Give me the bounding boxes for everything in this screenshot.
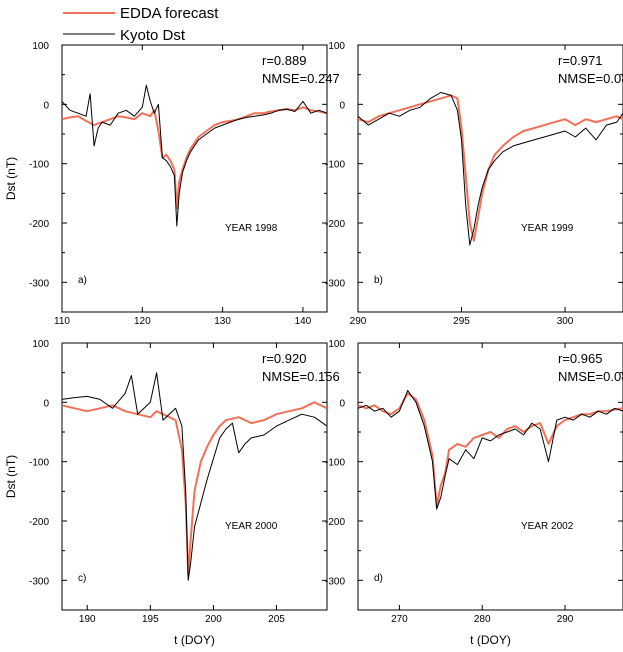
x-tick-label: 280 <box>474 614 491 625</box>
y-tick-label: -300 <box>29 278 49 289</box>
plot-frame <box>357 342 623 611</box>
y-tick-label: 100 <box>328 41 345 52</box>
year-label: YEAR 2002 <box>521 521 574 532</box>
series-line-kyoto <box>358 390 623 510</box>
y-tick-label: 0 <box>339 100 345 111</box>
panel-2: 100 0 -100 -200 -300 290 295 300 r=0.971 NMSE=0.0… <box>325 41 623 327</box>
plot-frame <box>357 44 623 313</box>
r-value-label: r=0.971 <box>558 53 602 68</box>
panel-1: 100 0 -100 -200 -300 110 120 130 140 r=0.889 NMSE=… <box>4 41 340 327</box>
x-axis-label: t (DOY) <box>174 633 215 647</box>
panel-tag: d) <box>374 573 383 584</box>
y-axis-label: Dst (nT) <box>4 455 18 498</box>
y-tick-label: -200 <box>325 219 345 230</box>
y-tick-label: -200 <box>29 517 49 528</box>
panel-3: 100 0 -100 -200 -300 190 195 200 205 r=0.920 NMSE=… <box>4 339 340 647</box>
x-tick-label: 270 <box>391 614 408 625</box>
panel-tag: b) <box>374 275 383 286</box>
year-label: YEAR 2000 <box>225 521 278 532</box>
nmse-label: NMSE=0.083 <box>558 369 623 384</box>
x-tick-label: 110 <box>54 316 70 327</box>
x-tick-label: 200 <box>205 614 222 625</box>
y-axis-label: Dst (nT) <box>4 157 18 200</box>
r-value-label: r=0.889 <box>262 53 306 68</box>
y-tick-label: -200 <box>325 517 345 528</box>
legend: EDDA forecast Kyoto Dst <box>63 5 219 44</box>
plot-frame <box>61 44 328 313</box>
y-tick-label: -100 <box>325 160 345 171</box>
y-tick-label: -100 <box>325 458 345 469</box>
y-tick-label: 100 <box>32 41 49 52</box>
x-tick-label: 190 <box>79 614 96 625</box>
y-tick-label: 100 <box>328 339 345 350</box>
x-tick-label: 290 <box>350 316 367 327</box>
y-tick-label: -100 <box>29 160 49 171</box>
y-tick-label: 0 <box>43 100 49 111</box>
y-tick-label: -200 <box>29 219 49 230</box>
nmse-label: NMSE=0.080 <box>558 71 623 86</box>
nmse-label: NMSE=0.156 <box>262 369 340 384</box>
x-tick-label: 140 <box>295 316 312 327</box>
series-line-edda <box>62 106 327 210</box>
y-tick-label: -300 <box>325 576 345 587</box>
series-line-kyoto <box>358 92 623 246</box>
x-tick-label: 295 <box>453 316 470 327</box>
series-line-edda <box>358 94 623 242</box>
nmse-label: NMSE=0.247 <box>262 71 340 86</box>
r-value-label: r=0.965 <box>558 351 602 366</box>
x-tick-label: 120 <box>134 316 151 327</box>
y-tick-label: -300 <box>29 576 49 587</box>
y-tick-label: -300 <box>325 278 345 289</box>
legend-label-edda: EDDA forecast <box>120 5 219 22</box>
panels: 100 0 -100 -200 -300 110 120 130 140 r=0.889 NMSE=… <box>4 41 623 647</box>
y-tick-label: 0 <box>43 398 49 409</box>
x-axis-label: t (DOY) <box>470 633 511 647</box>
y-tick-label: 0 <box>339 398 345 409</box>
panel-4: 100 0 -100 -200 -300 270 280 290 r=0.965 NMSE=0.0… <box>325 339 623 647</box>
x-tick-label: 300 <box>557 316 574 327</box>
x-tick-label: 195 <box>142 614 159 625</box>
series-line-edda <box>62 401 327 576</box>
x-tick-label: 130 <box>214 316 231 327</box>
legend-label-kyoto: Kyoto Dst <box>120 27 186 44</box>
year-label: YEAR 1998 <box>225 223 278 234</box>
x-tick-label: 205 <box>268 614 285 625</box>
series-line-kyoto <box>62 372 327 581</box>
y-tick-label: 100 <box>32 339 49 350</box>
x-tick-label: 290 <box>557 614 574 625</box>
y-tick-label: -100 <box>29 458 49 469</box>
series-line-kyoto <box>62 84 327 227</box>
panel-tag: c) <box>78 573 86 584</box>
series-line-edda <box>358 392 623 508</box>
plot-frame <box>61 342 328 611</box>
year-label: YEAR 1999 <box>521 223 574 234</box>
r-value-label: r=0.920 <box>262 351 306 366</box>
panel-tag: a) <box>78 275 87 286</box>
